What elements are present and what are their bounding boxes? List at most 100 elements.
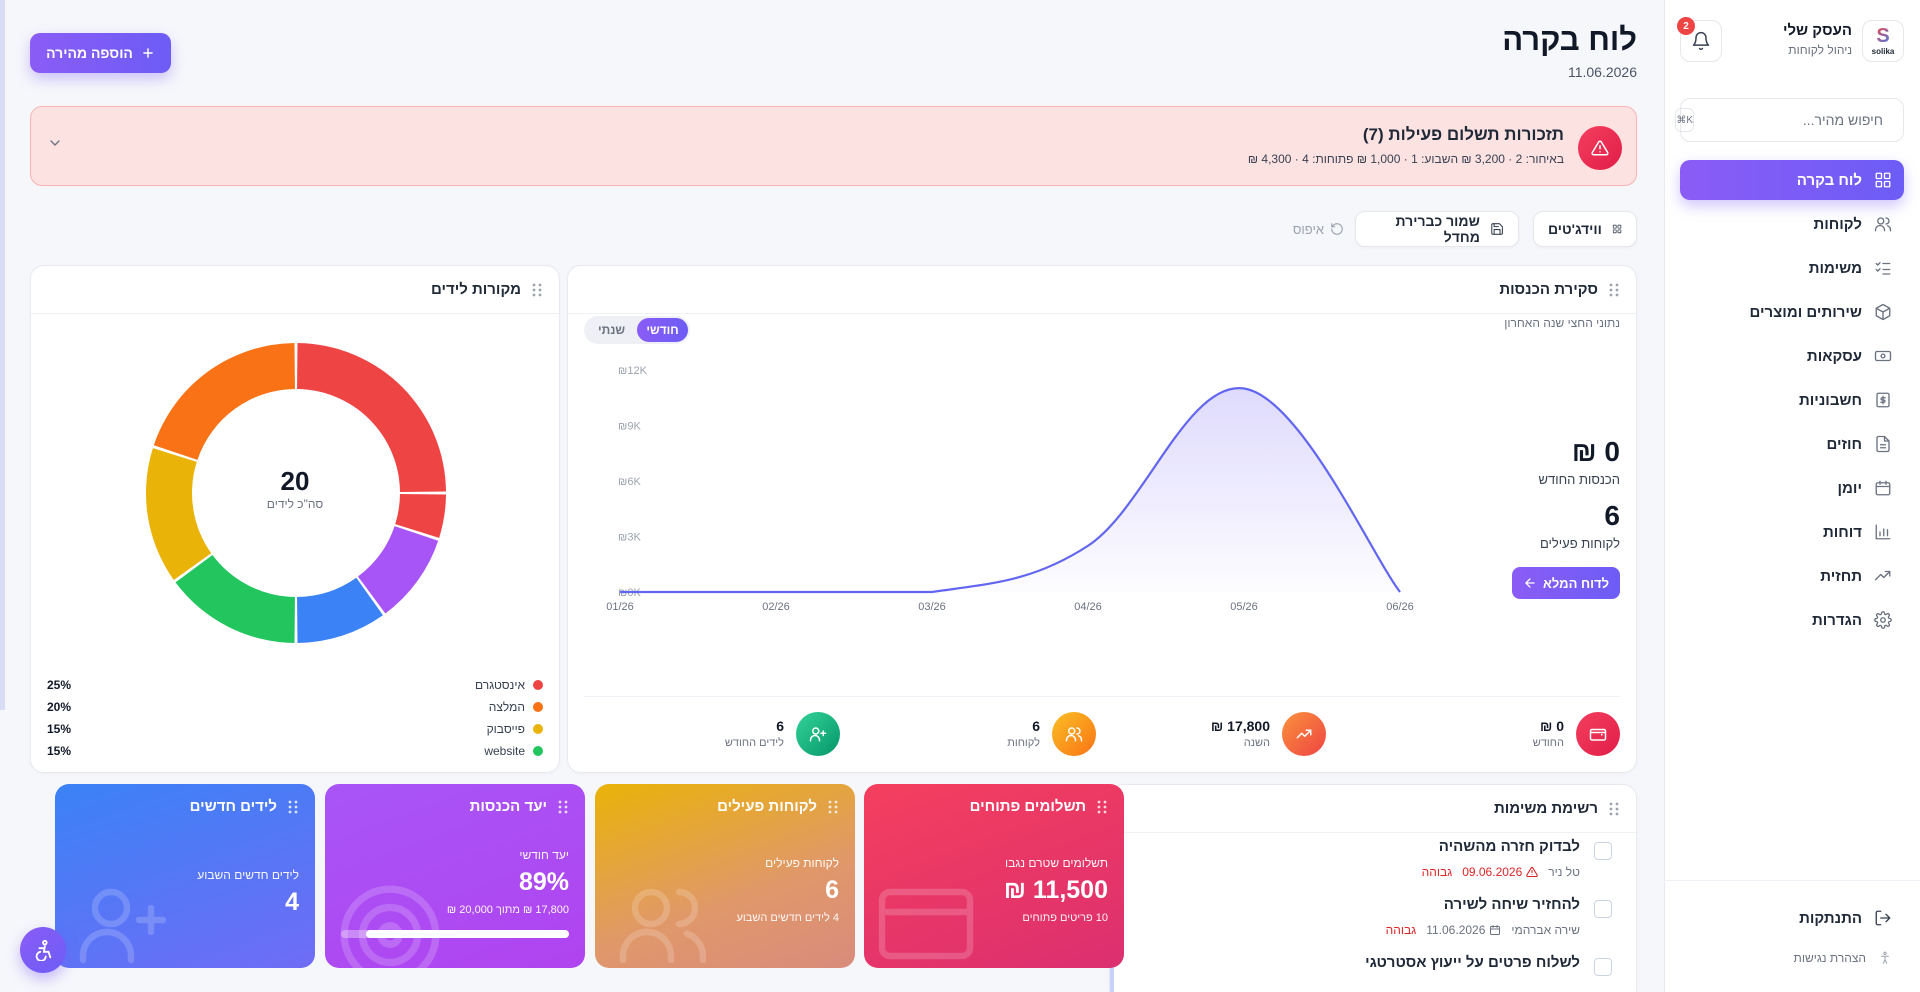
card-title: לידים חדשים: [189, 798, 277, 815]
toggle-monthly[interactable]: חודשי: [637, 318, 688, 342]
drag-handle-icon[interactable]: [827, 799, 839, 815]
task-title[interactable]: לשלוח פרטים על ייעוץ אסטרטגי: [1365, 954, 1580, 971]
card-title: תשלומים פתוחים: [969, 798, 1086, 815]
card-title: לקוחות פעילים: [717, 798, 817, 815]
period-toggle: שנתי חודשי: [584, 316, 690, 344]
accessibility-button[interactable]: [20, 927, 66, 973]
stat-icon-bg: [1282, 712, 1326, 756]
donut-slice[interactable]: [297, 343, 446, 492]
logo-wordmark: solika: [1871, 47, 1895, 56]
stat-label: החודש: [1532, 737, 1564, 749]
page-date: 11.06.2026: [1567, 64, 1637, 80]
checklist-icon: [1875, 262, 1891, 275]
sidebar-item-tasks[interactable]: משימות: [1680, 248, 1904, 288]
accessibility-label: הצהרת נגישות: [1793, 951, 1866, 965]
accessibility-icon: [1880, 951, 1890, 964]
drag-handle-icon[interactable]: [557, 799, 569, 815]
reset-label: איפוס: [1292, 221, 1324, 237]
toggle-yearly[interactable]: שנתי: [597, 323, 626, 337]
user-plus-icon: [79, 888, 167, 964]
card-header: לידים חדשים: [190, 798, 299, 815]
grid-icon: [1875, 172, 1891, 188]
donut-slice[interactable]: [297, 577, 383, 643]
sidebar-item-label: לקוחות: [1813, 215, 1862, 233]
revenue-area-chart: ₪0K₪3K₪6K₪9K₪12K 01/26 02/26 03/26 04/26 05/…: [606, 365, 1414, 610]
stat-label: לקוחות: [1007, 737, 1040, 749]
drag-handle-icon[interactable]: [287, 799, 299, 815]
kpi-footnote: 10 פריטים פתוחים: [1022, 912, 1108, 924]
task-due-date: 09.06.2026: [1462, 865, 1523, 879]
kpi-footnote: 17,800 ₪ מתוך 20,000 ₪: [446, 904, 569, 916]
donut-slice[interactable]: [357, 526, 439, 614]
warning-icon: [1526, 866, 1539, 878]
widgets-button[interactable]: ווידג'טים: [1533, 211, 1637, 247]
user-plus-icon: [809, 727, 827, 742]
drag-handle-icon[interactable]: [531, 282, 543, 298]
sidebar-item-reports[interactable]: דוחות: [1680, 512, 1904, 552]
task-checkbox[interactable]: [1594, 842, 1612, 860]
sidebar-item-invoices[interactable]: חשבוניות: [1680, 380, 1904, 420]
month-revenue-value: 0 ₪: [1571, 436, 1620, 467]
sidebar-item-deals[interactable]: עסקאות: [1680, 336, 1904, 376]
plus-icon: [143, 48, 153, 58]
box-icon: [1875, 303, 1891, 321]
logout-label: התנתקות: [1799, 909, 1862, 927]
notifications-button[interactable]: 2: [1677, 17, 1722, 62]
task-checkbox[interactable]: [1594, 958, 1612, 976]
donut-slice[interactable]: [395, 494, 446, 538]
wallet-icon: [1589, 728, 1607, 741]
search-input[interactable]: [1702, 112, 1883, 128]
warning-icon: [1578, 126, 1622, 170]
drag-handle-icon[interactable]: [1608, 282, 1620, 298]
kpi-caption: יעד חודשי: [519, 848, 569, 862]
drag-handle-icon[interactable]: [1096, 799, 1108, 815]
legend-item: המלצה 20%: [47, 696, 543, 718]
task-priority: גבוהה: [1421, 865, 1453, 879]
x-tick-label: 02/26: [762, 601, 790, 610]
drag-handle-icon[interactable]: [1608, 801, 1620, 817]
task-meta: שירה אברהמי 11.06.2026 גבוהה: [1386, 923, 1580, 937]
revenue-subtitle: נתוני החצי שנה האחרון: [1504, 316, 1620, 330]
sidebar-item-calendar[interactable]: יומן: [1680, 468, 1904, 508]
card-title: מקורות לידים: [430, 281, 521, 298]
brand-logo[interactable]: S solika: [1862, 20, 1904, 62]
sidebar-item-customers[interactable]: לקוחות: [1680, 204, 1904, 244]
accessibility-statement-link[interactable]: הצהרת נגישות: [1794, 951, 1892, 965]
payment-reminders-alert[interactable]: תזכורות תשלום פעילות (7) באיחור: 2 · 3,2…: [30, 106, 1637, 186]
sidebar-item-contracts[interactable]: חוזים: [1680, 424, 1904, 464]
sidebar-item-label: חוזים: [1826, 435, 1862, 453]
donut-slice[interactable]: [153, 343, 295, 460]
save-default-button[interactable]: שמור כברירת מחדל: [1355, 211, 1519, 247]
task-title[interactable]: לבדוק חזרה מהשהיה: [1438, 838, 1580, 855]
kpi-caption: תשלומים שטרם נגבו: [1004, 856, 1108, 870]
legend-color-dot: [533, 680, 543, 690]
task-title[interactable]: להחזיר שיחה לשירה: [1443, 896, 1580, 913]
quick-add-button[interactable]: הוספה מהירה: [30, 33, 171, 73]
donut-slice[interactable]: [175, 554, 295, 643]
donut-slice[interactable]: [146, 448, 212, 580]
chevron-down-icon[interactable]: [47, 135, 63, 151]
stat-customers: 6 לקוחות: [856, 712, 1096, 758]
kpi-value: 4: [285, 888, 299, 916]
search-box[interactable]: K⌘: [1675, 98, 1904, 142]
stat-icon-bg: [1576, 712, 1620, 756]
logout-icon: [1875, 910, 1891, 926]
task-owner: שירה אברהמי: [1511, 923, 1580, 937]
card-title: רשימת משימות: [1493, 800, 1598, 817]
task-checkbox[interactable]: [1594, 900, 1612, 918]
logout-button[interactable]: התנתקות: [1799, 909, 1892, 927]
full-report-button[interactable]: לדוח המלא: [1512, 567, 1620, 599]
revenue-overview-card: סקירת הכנסות נתוני החצי שנה האחרון שנתי …: [567, 265, 1637, 773]
sidebar-item-label: לוח בקרה: [1796, 171, 1862, 189]
stat-value: 0 ₪: [1539, 718, 1564, 734]
sidebar-item-label: תחזית: [1820, 567, 1862, 585]
sidebar-item-dashboard[interactable]: לוח בקרה: [1680, 160, 1904, 200]
notifications-badge: 2: [1677, 17, 1695, 35]
sidebar-item-services[interactable]: שירותים ומוצרים: [1680, 292, 1904, 332]
legend-percent: 15%: [47, 744, 72, 758]
sidebar-item-forecast[interactable]: תחזית: [1680, 556, 1904, 596]
sidebar-item-settings[interactable]: הגדרות: [1680, 600, 1904, 640]
new-leads-card: לידים חדשים לידים חדשים השבוע 4: [55, 784, 315, 968]
month-revenue-label: הכנסות החודש: [1538, 472, 1621, 487]
reset-button[interactable]: איפוס: [1293, 211, 1344, 247]
